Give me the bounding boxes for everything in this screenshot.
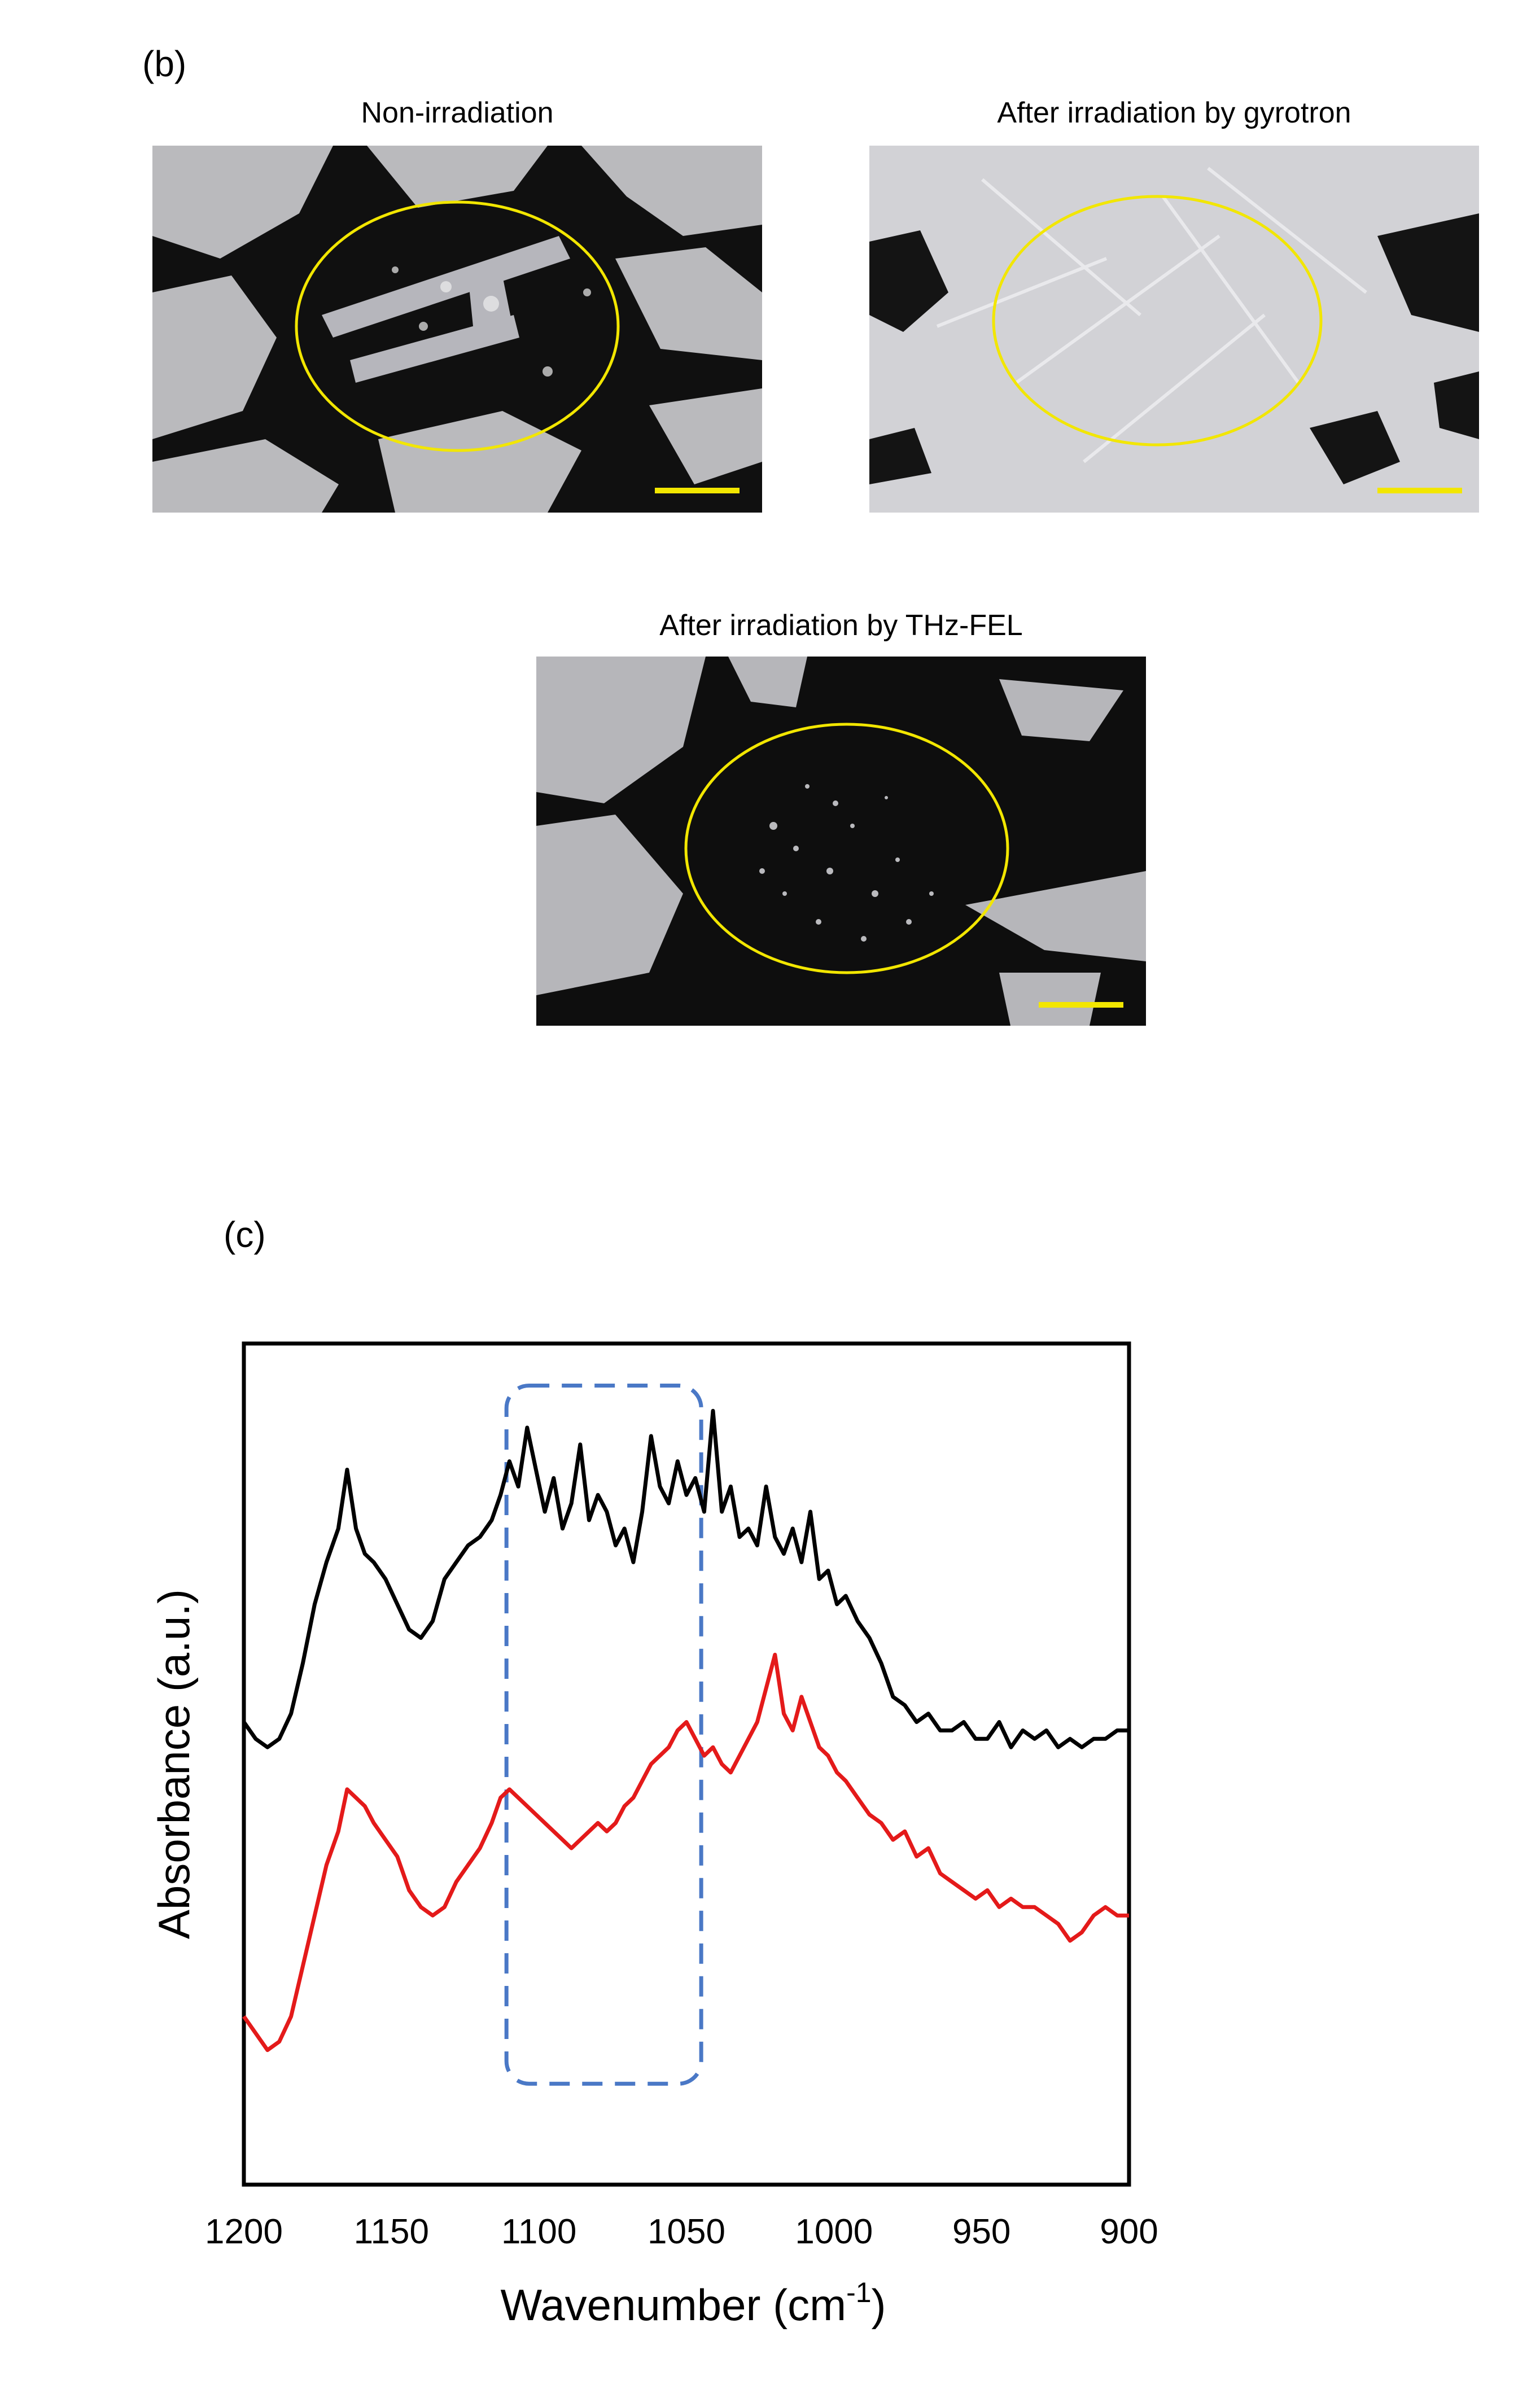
plot-frame <box>242 1341 1131 2187</box>
x-tick-label: 950 <box>952 2212 1010 2251</box>
image-title-non-irradiation: Non-irradiation <box>361 97 554 129</box>
panel-c-label: (c) <box>224 1214 266 1255</box>
series-layer <box>242 1408 1129 2053</box>
x-axis-label: Wavenumber (cm-1) <box>500 2277 886 2330</box>
series-line-1 <box>242 1652 1129 2053</box>
micrograph-thz-fel <box>536 657 1146 1026</box>
absorbance-chart: 1200 1150 1100 1050 1000 950 900 Absorbance (a… <box>149 1341 1158 2330</box>
crystal-micrograph <box>152 146 762 513</box>
highlight-box <box>504 1384 703 2086</box>
x-tick-label: 1100 <box>501 2212 576 2251</box>
x-tick-labels: 1200 1150 1100 1050 1000 950 900 <box>205 2212 1158 2251</box>
x-tick-label: 1000 <box>795 2212 873 2251</box>
x-tick-label: 1150 <box>354 2212 429 2251</box>
panel-b-label: (b) <box>142 43 187 84</box>
crystal-micrograph <box>536 657 1146 1026</box>
image-title-gyrotron: After irradiation by gyrotron <box>997 97 1351 129</box>
crystal-micrograph <box>869 146 1479 513</box>
series-line-0 <box>242 1408 1129 1749</box>
x-tick-label: 900 <box>1100 2212 1158 2251</box>
x-tick-label: 1050 <box>648 2212 725 2251</box>
micrograph-non-irradiation <box>152 146 762 513</box>
image-title-thz-fel: After irradiation by THz-FEL <box>659 609 1023 642</box>
x-tick-label: 1200 <box>205 2212 283 2251</box>
micrograph-gyrotron <box>869 146 1479 513</box>
y-axis-label: Absorbance (a.u.) <box>149 1589 199 1939</box>
